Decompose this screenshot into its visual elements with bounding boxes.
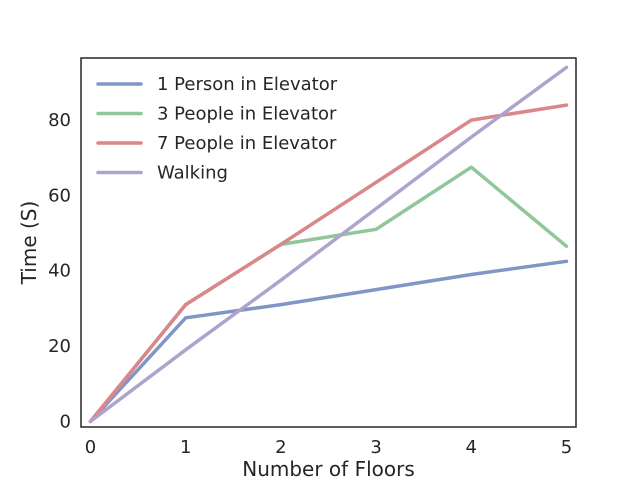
x-axis-ticks: 0 1 2 3 4 5 [85,437,572,458]
x-axis-label: Number of Floors [242,457,415,480]
y-tick-label: 40 [48,261,71,282]
legend: 1 Person in Elevator 3 People in Elevator… [96,74,338,184]
series-line-3 [88,65,569,424]
x-tick-label: 3 [370,437,381,458]
y-tick-label: 80 [48,110,71,131]
x-tick-label: 4 [466,437,477,458]
legend-label-2: 7 People in Elevator [157,133,337,154]
y-axis-label: Time (S) [17,201,41,286]
legend-label-3: Walking [157,163,228,184]
y-tick-label: 60 [48,185,71,206]
legend-label-0: 1 Person in Elevator [157,74,338,95]
series-layer [88,65,569,424]
plot-frame [80,57,577,428]
series-line-2 [88,103,569,424]
y-axis-ticks: 0 20 40 60 80 [48,110,71,432]
legend-label-1: 3 People in Elevator [157,104,337,125]
x-tick-label: 0 [85,437,96,458]
series-line-0 [88,259,569,424]
y-tick-label: 0 [60,411,71,432]
x-tick-label: 2 [275,437,286,458]
series-line-1 [88,165,569,424]
y-tick-label: 20 [48,336,71,357]
x-tick-label: 1 [180,437,191,458]
x-tick-label: 5 [561,437,572,458]
